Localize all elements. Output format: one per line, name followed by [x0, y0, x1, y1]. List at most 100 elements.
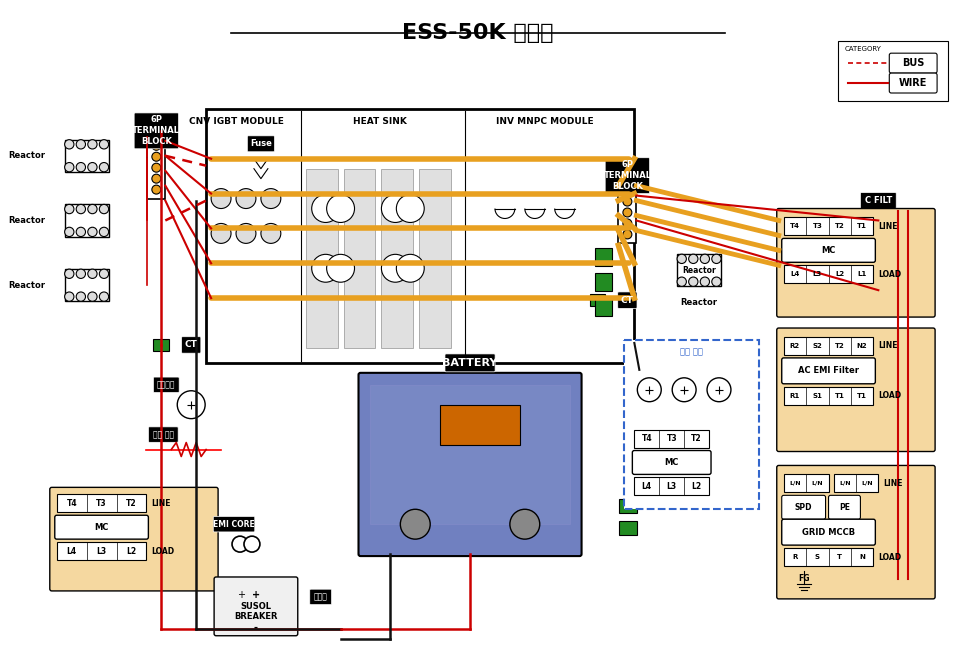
- Circle shape: [677, 255, 686, 263]
- Bar: [371, 385, 570, 524]
- Text: L1: L1: [857, 271, 867, 277]
- Bar: [153, 339, 170, 351]
- Text: LINE: LINE: [878, 341, 898, 351]
- Circle shape: [712, 255, 721, 263]
- Text: 후충 회로: 후충 회로: [680, 347, 703, 357]
- Text: 6P
TERMINAL
BLOCK: 6P TERMINAL BLOCK: [604, 160, 651, 191]
- Bar: [784, 337, 874, 355]
- Bar: [595, 298, 612, 316]
- Text: HEAT SINK: HEAT SINK: [354, 117, 407, 126]
- Text: Reactor: Reactor: [682, 266, 716, 275]
- Circle shape: [152, 142, 161, 150]
- Text: ESS-50K 구성도: ESS-50K 구성도: [402, 23, 554, 43]
- Circle shape: [510, 509, 539, 539]
- Text: L3: L3: [812, 271, 822, 277]
- Bar: [784, 387, 874, 405]
- Circle shape: [88, 162, 97, 172]
- Text: +: +: [237, 590, 245, 600]
- Circle shape: [100, 204, 108, 214]
- Text: GRID MCCB: GRID MCCB: [802, 528, 855, 536]
- FancyBboxPatch shape: [829, 496, 860, 519]
- FancyBboxPatch shape: [445, 354, 495, 372]
- FancyBboxPatch shape: [889, 53, 937, 73]
- Circle shape: [261, 224, 281, 243]
- Text: T2: T2: [834, 224, 845, 229]
- Text: T: T: [837, 554, 842, 560]
- Text: C FILT: C FILT: [865, 196, 892, 205]
- Text: MC: MC: [665, 458, 679, 467]
- Circle shape: [712, 277, 721, 287]
- FancyBboxPatch shape: [214, 577, 298, 636]
- Bar: [784, 474, 829, 492]
- Text: CNV IGBT MODULE: CNV IGBT MODULE: [189, 117, 284, 126]
- Circle shape: [327, 255, 354, 282]
- Text: MC: MC: [821, 246, 835, 255]
- Text: T2: T2: [692, 434, 702, 443]
- Text: L4: L4: [790, 271, 800, 277]
- Text: BATTERY: BATTERY: [443, 358, 498, 368]
- FancyBboxPatch shape: [55, 515, 148, 539]
- Circle shape: [77, 140, 85, 149]
- Circle shape: [100, 269, 108, 279]
- Bar: [64, 204, 108, 236]
- Circle shape: [623, 186, 632, 195]
- Bar: [420, 169, 451, 348]
- Circle shape: [397, 194, 424, 222]
- Circle shape: [327, 194, 354, 222]
- Circle shape: [311, 255, 339, 282]
- Circle shape: [623, 230, 632, 239]
- Circle shape: [64, 204, 74, 214]
- Bar: [838, 41, 948, 101]
- Circle shape: [64, 292, 74, 301]
- Bar: [64, 269, 108, 301]
- FancyBboxPatch shape: [148, 427, 178, 442]
- Circle shape: [211, 188, 231, 208]
- Text: -: -: [254, 623, 258, 633]
- Circle shape: [77, 292, 85, 301]
- Text: 계패시터: 계패시터: [157, 380, 175, 389]
- Circle shape: [689, 255, 698, 263]
- Circle shape: [152, 185, 161, 194]
- Text: EMI CORE: EMI CORE: [213, 520, 255, 528]
- Circle shape: [637, 378, 661, 401]
- Text: S2: S2: [812, 343, 822, 349]
- Bar: [148, 129, 166, 198]
- FancyBboxPatch shape: [777, 466, 935, 599]
- Bar: [206, 109, 634, 363]
- Bar: [344, 169, 376, 348]
- Text: N: N: [859, 554, 865, 560]
- Circle shape: [88, 140, 97, 149]
- Bar: [625, 340, 759, 509]
- Circle shape: [88, 204, 97, 214]
- Circle shape: [211, 224, 231, 243]
- Text: L/N: L/N: [861, 481, 873, 486]
- Text: T3: T3: [812, 224, 822, 229]
- Text: L4: L4: [67, 546, 77, 556]
- Text: L/N: L/N: [839, 481, 851, 486]
- Text: LINE: LINE: [883, 479, 902, 488]
- FancyBboxPatch shape: [777, 328, 935, 452]
- Text: WIRE: WIRE: [899, 78, 927, 88]
- Bar: [854, 210, 903, 271]
- Bar: [784, 218, 874, 235]
- Circle shape: [381, 255, 409, 282]
- Text: L4: L4: [642, 482, 651, 491]
- Bar: [589, 294, 605, 306]
- Text: SUSOL: SUSOL: [240, 603, 271, 611]
- Text: T1: T1: [857, 393, 867, 399]
- Text: T1: T1: [834, 393, 845, 399]
- Text: L2: L2: [835, 271, 844, 277]
- Text: Reactor: Reactor: [680, 298, 718, 307]
- Bar: [440, 405, 520, 444]
- Bar: [306, 169, 337, 348]
- Text: T3: T3: [96, 499, 107, 508]
- Circle shape: [100, 227, 108, 236]
- Circle shape: [77, 162, 85, 172]
- Bar: [57, 542, 147, 560]
- Circle shape: [64, 162, 74, 172]
- Text: CT: CT: [185, 341, 197, 349]
- FancyBboxPatch shape: [777, 208, 935, 317]
- Circle shape: [152, 130, 161, 140]
- Bar: [595, 248, 612, 267]
- Text: BREAKER: BREAKER: [234, 613, 278, 621]
